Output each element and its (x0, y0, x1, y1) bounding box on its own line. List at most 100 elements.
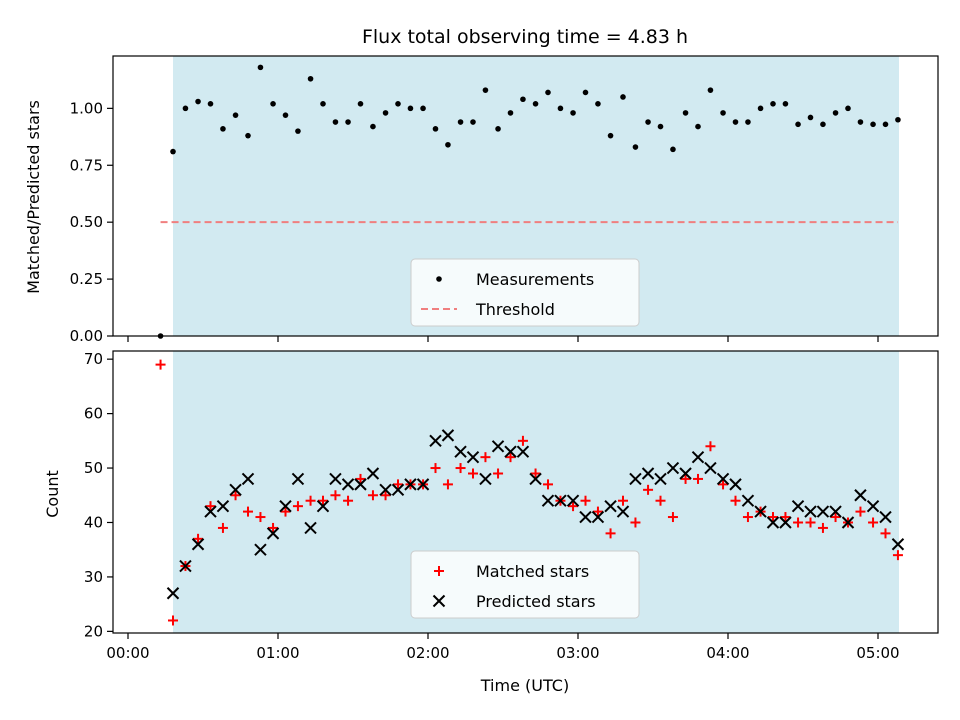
data-point (657, 123, 664, 130)
data-point (643, 484, 654, 495)
data-point (255, 512, 266, 523)
data-point (570, 110, 576, 116)
data-point (732, 119, 739, 125)
data-point (243, 506, 253, 517)
data-point (318, 495, 328, 506)
x-tick-label: 00:00 (106, 644, 149, 662)
cross-b (879, 510, 892, 524)
data-point (720, 110, 726, 116)
data-point (491, 440, 505, 453)
data-point (505, 452, 516, 463)
data-point (695, 123, 701, 130)
y-tick-label: 60 (84, 405, 103, 423)
data-point (420, 105, 426, 112)
data-point (532, 101, 539, 107)
y-tick-label: 50 (84, 459, 103, 477)
top-y-axis-label: Matched/Predicted stars (24, 100, 43, 294)
data-point (557, 105, 564, 112)
data-point (517, 435, 528, 446)
data-point (155, 359, 166, 370)
data-point (457, 119, 464, 125)
data-point (529, 472, 542, 486)
legend-item: Measurements (436, 270, 594, 289)
cross-b (179, 559, 192, 573)
data-point (691, 450, 705, 464)
x-tick-label: 02:00 (406, 644, 449, 662)
data-point (745, 119, 751, 125)
data-point (370, 123, 376, 130)
data-point (332, 119, 339, 125)
data-point (470, 119, 476, 125)
cross-b (641, 467, 655, 480)
data-point (343, 495, 354, 506)
data-point (170, 148, 176, 155)
cross-b (629, 472, 642, 486)
data-point (591, 510, 605, 524)
data-point (666, 461, 680, 475)
data-point (870, 121, 876, 128)
cross-b (316, 499, 330, 513)
data-point (442, 479, 453, 490)
data-point (380, 490, 391, 501)
data-point (618, 495, 628, 506)
data-point (205, 501, 216, 512)
y-tick-label: 0.25 (70, 270, 103, 288)
data-point (430, 463, 441, 474)
data-point (507, 110, 514, 116)
data-point (480, 452, 491, 463)
data-point (829, 505, 842, 518)
cross-b (391, 483, 405, 497)
cross-b (666, 461, 680, 475)
data-point (295, 128, 301, 134)
series-predicted-stars (166, 429, 905, 600)
data-point (304, 521, 317, 535)
cross-b (716, 472, 730, 486)
cross-b (404, 478, 417, 491)
data-point (632, 144, 639, 150)
data-point (780, 512, 791, 523)
x-tick-label: 04:00 (706, 644, 749, 662)
data-point (355, 473, 366, 484)
data-point (466, 450, 480, 464)
data-point (795, 121, 801, 128)
data-point (230, 490, 241, 501)
data-point (395, 101, 401, 107)
cross-b (354, 478, 367, 491)
data-point (479, 472, 492, 486)
cross-b (504, 445, 517, 458)
data-point (804, 505, 817, 518)
data-point (682, 110, 689, 116)
data-point (257, 64, 264, 71)
data-point (592, 506, 603, 517)
legend-item: Threshold (421, 300, 555, 319)
data-point (568, 501, 579, 512)
y-tick-label: 70 (84, 350, 103, 368)
data-point (168, 615, 178, 626)
data-point (345, 119, 351, 125)
cross-b (191, 538, 205, 551)
cross-b (841, 516, 855, 529)
data-point (404, 478, 417, 491)
cross-b (279, 499, 292, 513)
data-point (391, 483, 405, 497)
legend-box (410, 258, 640, 327)
data-point (868, 517, 879, 528)
cross-b (216, 499, 230, 513)
data-point (266, 527, 280, 540)
plot-frame (112, 55, 939, 337)
data-point (605, 528, 616, 539)
y-tick-label: 30 (84, 568, 103, 586)
cross-b (291, 472, 305, 486)
legend-label: Predicted stars (476, 592, 596, 611)
data-point (329, 472, 342, 486)
data-point (716, 472, 730, 486)
data-point (757, 105, 764, 112)
cross-b (766, 516, 780, 529)
cross-b (816, 505, 830, 518)
cross-b (366, 467, 380, 480)
legend-item: Matched stars (434, 562, 589, 581)
data-point (207, 101, 214, 107)
data-point (195, 98, 201, 105)
cross-b (704, 461, 717, 475)
